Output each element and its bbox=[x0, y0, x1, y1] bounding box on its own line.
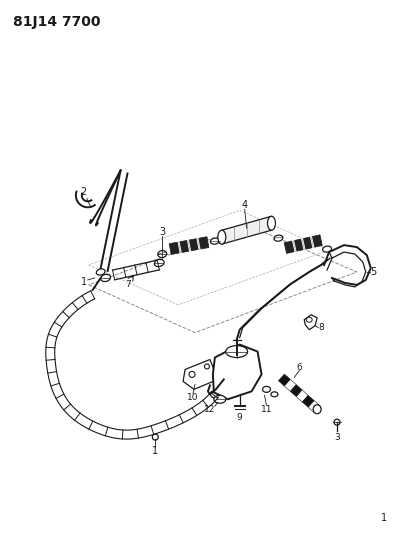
Polygon shape bbox=[308, 401, 320, 413]
Ellipse shape bbox=[214, 395, 226, 403]
Polygon shape bbox=[302, 395, 314, 407]
Text: 5: 5 bbox=[371, 267, 377, 277]
Text: 7: 7 bbox=[126, 280, 131, 289]
Ellipse shape bbox=[158, 251, 167, 257]
Text: 6: 6 bbox=[296, 363, 302, 372]
Ellipse shape bbox=[274, 235, 283, 241]
Ellipse shape bbox=[323, 246, 331, 252]
Ellipse shape bbox=[313, 405, 321, 414]
Polygon shape bbox=[169, 237, 209, 254]
Polygon shape bbox=[213, 345, 262, 399]
Ellipse shape bbox=[101, 274, 111, 281]
Polygon shape bbox=[284, 379, 296, 391]
Polygon shape bbox=[279, 374, 290, 386]
Ellipse shape bbox=[218, 230, 226, 244]
Polygon shape bbox=[222, 216, 271, 244]
Ellipse shape bbox=[226, 345, 248, 358]
Text: 1: 1 bbox=[381, 513, 387, 523]
Ellipse shape bbox=[210, 391, 219, 398]
Ellipse shape bbox=[154, 260, 164, 266]
Text: 9: 9 bbox=[237, 413, 243, 422]
Ellipse shape bbox=[152, 434, 158, 440]
Text: 81J14 7700: 81J14 7700 bbox=[13, 15, 101, 29]
Text: 3: 3 bbox=[334, 433, 340, 442]
Text: 1: 1 bbox=[152, 446, 158, 456]
Polygon shape bbox=[296, 390, 308, 402]
Text: 11: 11 bbox=[261, 405, 272, 414]
Text: 3: 3 bbox=[159, 227, 165, 237]
Text: 8: 8 bbox=[318, 323, 324, 332]
Text: 2: 2 bbox=[81, 188, 87, 197]
Ellipse shape bbox=[268, 216, 275, 230]
Text: 1: 1 bbox=[81, 277, 87, 287]
Text: 12: 12 bbox=[204, 405, 216, 414]
Polygon shape bbox=[284, 235, 322, 253]
Polygon shape bbox=[183, 360, 218, 389]
Ellipse shape bbox=[271, 392, 278, 397]
Ellipse shape bbox=[210, 238, 219, 244]
Ellipse shape bbox=[262, 386, 270, 392]
Text: 10: 10 bbox=[187, 393, 199, 402]
Text: 4: 4 bbox=[242, 200, 248, 211]
Polygon shape bbox=[304, 315, 317, 330]
Ellipse shape bbox=[334, 419, 340, 425]
Ellipse shape bbox=[96, 269, 105, 275]
Polygon shape bbox=[290, 385, 302, 397]
